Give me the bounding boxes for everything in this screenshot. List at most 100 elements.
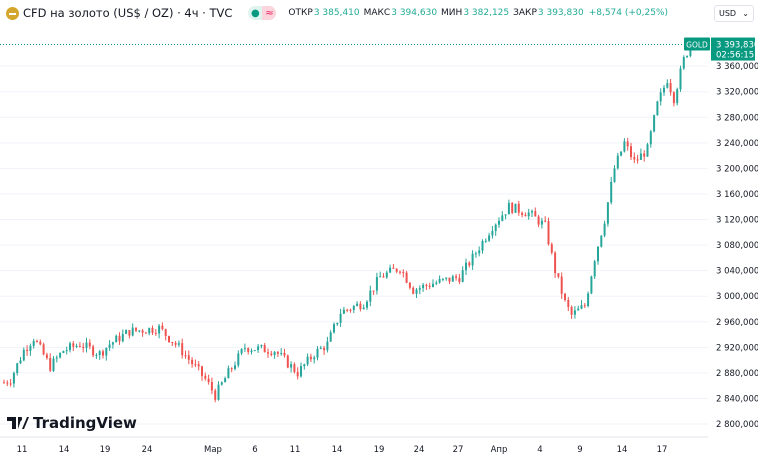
candle [158,323,161,339]
candle-body [19,360,22,364]
candle-body [197,364,200,367]
candle-body [164,329,167,336]
candle [478,246,481,257]
candle-body [679,68,682,90]
candle [303,363,306,370]
candle [511,202,514,215]
candle-body [540,220,543,225]
candle-body [135,327,137,331]
candle-body [597,246,599,262]
candle [445,277,448,281]
candle [514,203,517,213]
candle-body [111,342,114,345]
candle-body [666,83,669,88]
candle [663,85,665,96]
high-label: МАКС [363,8,391,18]
candle-body [547,221,550,245]
candle [567,297,570,312]
candle-body [458,277,461,282]
candle-body [49,357,52,371]
candle-body [115,335,118,343]
candle [300,362,302,378]
candle-body [620,151,623,156]
candle-body [128,330,131,336]
candle [333,322,335,334]
candle [174,341,177,348]
candle [214,388,217,403]
chart-header: CFD на золото (US$ / OZ) · 4ч · TVC ● ≈ … [0,0,700,26]
tradingview-logo[interactable]: TradingView [7,414,137,432]
candle-body [316,348,319,358]
candle [204,372,207,381]
candle-body [610,181,613,203]
candle-body [267,352,269,354]
candle [481,239,484,254]
candle-body [36,340,38,342]
candle-body [448,277,451,282]
candle-body [121,333,124,342]
candle [187,350,190,365]
high-value: 3 394,630 [391,8,438,18]
candle [666,79,669,89]
candle-body [504,214,507,216]
candle [507,199,510,215]
x-tick-label: 19 [100,445,111,455]
candle-body [389,267,392,273]
candle [16,362,19,376]
symbol-title[interactable]: CFD на золото (US$ / OZ) · 4ч · TVC [23,6,233,20]
price-badge [711,37,755,61]
currency-value: USD [719,9,737,18]
market-status[interactable]: ● ≈ [248,6,277,20]
candle-body [455,276,458,278]
candle [517,200,520,216]
candle-body [560,276,563,294]
candle [72,341,75,352]
candle [402,269,405,278]
candle-body [593,261,596,277]
candle [234,361,236,371]
candle-body [102,351,104,356]
candle-body [534,211,537,217]
candle [161,322,164,331]
candle [52,356,55,372]
candle-body [12,372,15,384]
candle-body [22,349,25,361]
x-tick-label: 19 [374,445,385,455]
candle-body [352,305,355,311]
candle [682,55,685,70]
candle [138,330,141,333]
candle-body [362,307,365,310]
candle [92,344,95,358]
candle [425,283,428,290]
candle-body [260,345,263,347]
candle-body [263,345,266,353]
candle-body [507,202,510,215]
candle-body [72,343,75,347]
candle-body [276,352,279,354]
candle [498,217,500,228]
ohlc-values: ОТКР3 385,410 МАКС3 394,630 МИН3 382,125… [288,8,668,18]
candle [65,346,68,355]
candle-body [630,146,632,158]
currency-select[interactable]: USD ⌄ [714,5,754,22]
candle [201,365,203,381]
candle [484,238,487,243]
candle-body [544,220,547,222]
candle [82,342,85,353]
candle [55,355,58,363]
candle [418,285,421,295]
candle [369,285,372,307]
candle-body [564,293,566,300]
candle-body [95,355,98,357]
candle-body [511,202,514,213]
x-tick-label: 24 [142,445,153,455]
candle-body [290,364,293,368]
candle-body [471,253,474,266]
candle [550,242,553,255]
x-tick-label: 17 [657,445,668,455]
y-tick-label: 3 040,000 [716,267,758,277]
candle-body [158,325,161,334]
candle-body [346,309,349,311]
candle-body [52,358,55,371]
